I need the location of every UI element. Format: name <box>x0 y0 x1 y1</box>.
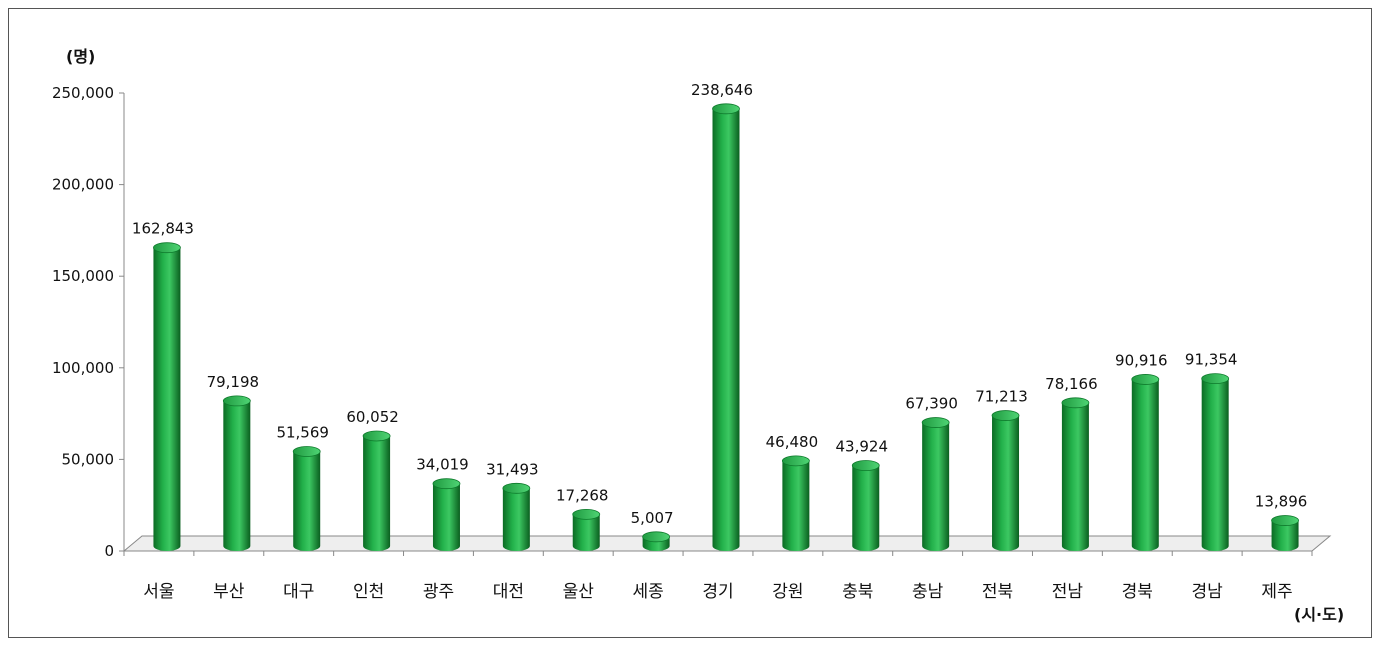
bar-cap <box>1061 397 1090 409</box>
bar-body <box>293 451 321 551</box>
bar-body <box>1131 379 1159 551</box>
data-label: 13,896 <box>1255 493 1308 511</box>
bar-cap <box>991 410 1020 421</box>
bar <box>1061 397 1090 551</box>
bar-body <box>782 460 810 551</box>
bar-cap <box>1271 515 1299 526</box>
y-tick-label: 100,000 <box>52 359 114 377</box>
bar <box>1201 373 1230 551</box>
bar-body <box>922 422 950 551</box>
bar <box>432 478 461 551</box>
bar-body <box>223 400 251 551</box>
bar-cap <box>642 531 671 543</box>
bar-body <box>1271 520 1299 551</box>
category-labels: 서울 부산 대구 인천 광주 대전 울산 세종 경기 강원 충북 충남 전북 전남 경북 경남 제주 <box>143 582 1292 602</box>
y-tick-label: 150,000 <box>52 267 114 285</box>
category-label: 경기 <box>702 582 733 602</box>
bar-body <box>992 415 1020 551</box>
data-label: 60,052 <box>346 408 399 426</box>
data-label: 79,198 <box>207 373 260 391</box>
bar <box>781 455 810 551</box>
bar-body <box>432 483 460 551</box>
data-label: 238,646 <box>691 81 753 99</box>
bar-cap <box>781 455 810 467</box>
category-label: 세종 <box>632 582 663 602</box>
category-label: 충북 <box>842 582 873 602</box>
bar-cap <box>222 395 251 407</box>
bar-body <box>1061 402 1089 551</box>
bar-body <box>363 435 391 551</box>
category-label: 서울 <box>143 582 174 602</box>
bar <box>921 417 950 551</box>
data-label: 43,924 <box>836 438 889 456</box>
data-label: 17,268 <box>556 486 609 504</box>
bar-body <box>1201 378 1229 551</box>
bar <box>712 103 740 551</box>
bar-cap <box>362 430 391 442</box>
bar-cap <box>153 242 181 254</box>
data-label: 34,019 <box>416 456 469 474</box>
bar <box>1271 515 1299 551</box>
bar <box>292 446 321 551</box>
bar <box>153 242 181 551</box>
category-label: 강원 <box>772 582 803 602</box>
data-label: 78,166 <box>1045 375 1098 393</box>
bar <box>642 531 671 551</box>
bar-cap <box>1131 374 1160 385</box>
data-label: 5,007 <box>631 509 674 527</box>
data-label: 67,390 <box>905 395 958 413</box>
bar-cap <box>292 446 321 457</box>
data-label: 71,213 <box>975 388 1028 406</box>
bar <box>851 460 880 551</box>
bar-cap <box>572 508 601 520</box>
data-label: 51,569 <box>276 424 329 442</box>
bar-cap <box>851 460 880 471</box>
y-axis-unit-label: (명) <box>66 47 95 66</box>
category-label: 인천 <box>353 582 384 602</box>
data-labels: 162,843 79,198 51,569 60,052 34,019 31,493 17,… <box>132 81 1307 527</box>
bar-cap <box>712 103 740 115</box>
category-label: 전북 <box>982 582 1013 602</box>
bar <box>502 482 531 551</box>
data-label: 162,843 <box>132 220 194 238</box>
category-label: 부산 <box>213 582 245 602</box>
data-label: 46,480 <box>766 433 819 451</box>
category-label: 제주 <box>1261 582 1292 602</box>
y-tick-label: 200,000 <box>52 176 114 194</box>
bar-body <box>852 465 880 551</box>
data-label: 90,916 <box>1115 351 1168 369</box>
bar-cap <box>1201 373 1230 385</box>
bar-body <box>572 514 600 551</box>
data-label: 91,354 <box>1185 351 1238 369</box>
category-label: 울산 <box>563 582 595 602</box>
bar-cap <box>502 482 531 494</box>
bar-cap <box>921 417 950 428</box>
bar <box>362 430 391 551</box>
category-label: 충남 <box>912 582 944 602</box>
bar-body <box>712 108 740 551</box>
category-label: 경북 <box>1122 582 1153 602</box>
category-label: 광주 <box>423 582 454 602</box>
bar-body <box>502 488 530 551</box>
bar <box>222 395 251 551</box>
category-label: 경남 <box>1192 582 1224 602</box>
x-axis-unit-label: (시·도) <box>1294 605 1344 624</box>
data-label: 31,493 <box>486 460 539 478</box>
y-tick-label: 0 <box>104 542 114 560</box>
bar-cap <box>432 478 461 490</box>
bar <box>572 508 601 551</box>
y-tick-label: 50,000 <box>62 450 115 468</box>
bars <box>153 103 1299 551</box>
y-tick-label: 250,000 <box>52 84 114 102</box>
category-label: 대전 <box>493 582 524 602</box>
y-ticks: 0 50,000 100,000 150,000 200,000 250,000 <box>52 84 124 560</box>
category-label: 전남 <box>1052 582 1084 602</box>
bar <box>991 410 1020 551</box>
bar <box>1131 374 1160 551</box>
bar-body <box>153 247 181 551</box>
category-label: 대구 <box>283 582 314 602</box>
